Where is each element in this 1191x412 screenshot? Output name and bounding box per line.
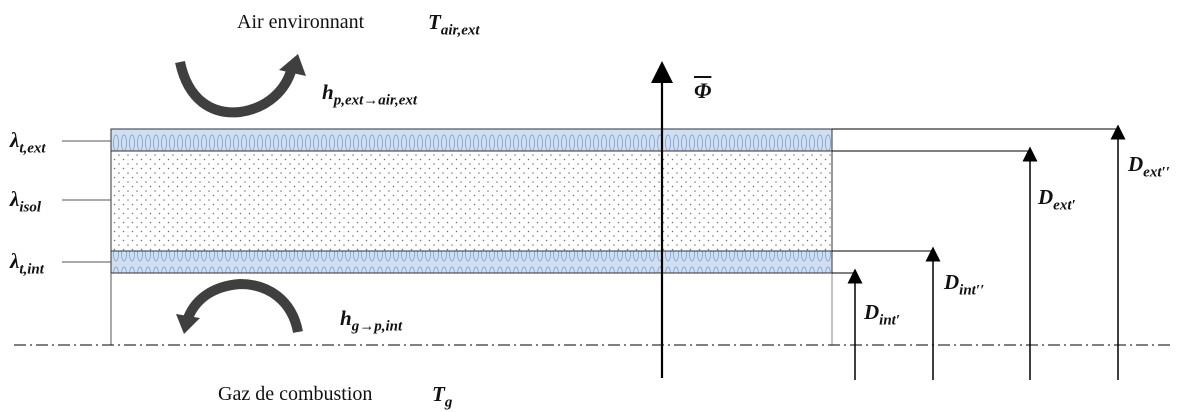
outer-tube-wall	[110, 128, 833, 152]
insulation-layer	[110, 150, 833, 252]
convection-arrow-inner	[176, 278, 303, 334]
ambient-air-label: Air environnant	[237, 11, 365, 33]
d-ext-prime-label: Dext′	[1038, 185, 1076, 214]
h-ext-symbol: hp,ext→air,ext	[322, 80, 418, 109]
lambda-isol-label: λisol	[10, 187, 42, 216]
d-int-prime-label: Dint′	[864, 300, 901, 329]
inner-tube-wall	[110, 250, 833, 274]
lambda-t-ext-label: λt,ext	[10, 128, 46, 157]
d-ext-double-prime-label: Dext′′	[1128, 152, 1170, 181]
h-int-symbol: hg→p,int	[340, 306, 403, 335]
d-int-double-prime-label: Dint′′	[944, 270, 985, 299]
combustion-gas-temperature-symbol: Tg	[432, 382, 453, 411]
heat-flux-symbol: Φ	[694, 78, 712, 103]
combustion-gas-label: Gaz de combustion	[218, 383, 373, 405]
ambient-air-temperature-symbol: Tair,ext	[428, 10, 480, 39]
convection-arrow-outer	[175, 54, 306, 118]
lambda-t-int-label: λt,int	[10, 249, 44, 278]
